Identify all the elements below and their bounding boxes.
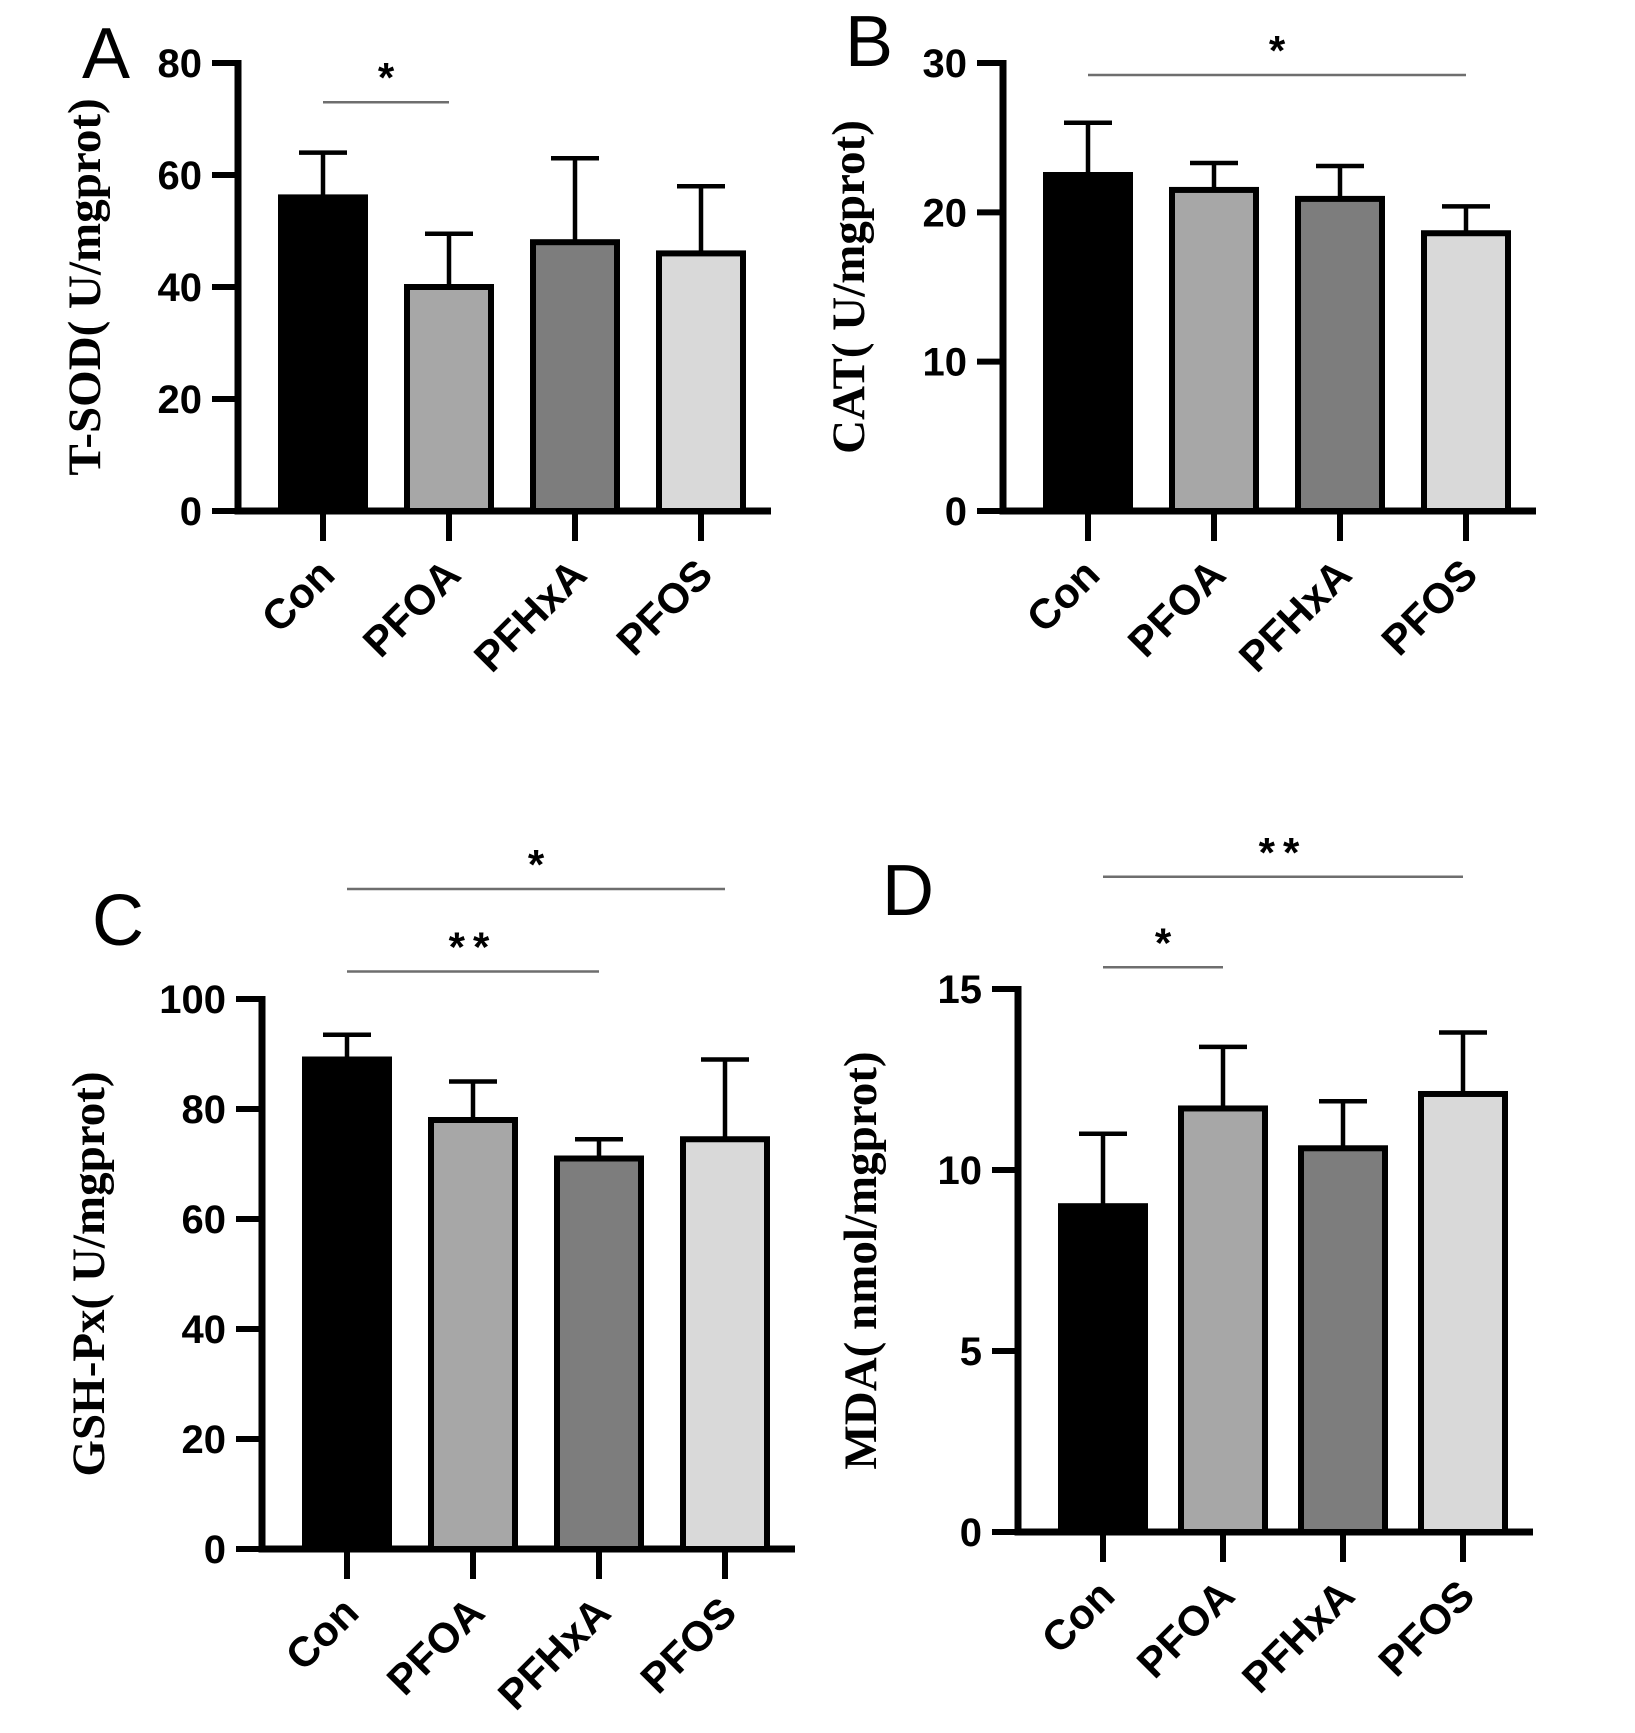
panel-letter: B xyxy=(845,2,893,82)
y-tick-label: 40 xyxy=(158,266,203,310)
significance-label: * xyxy=(378,54,395,101)
x-category-label-PFHxA: PFHxA xyxy=(489,1588,620,1719)
bar-PFOA xyxy=(428,1117,518,1552)
x-category-label-Con: Con xyxy=(1032,1571,1123,1662)
y-tick-label: 30 xyxy=(923,42,968,86)
significance-label: * xyxy=(1155,919,1172,966)
x-category-label-PFHxA: PFHxA xyxy=(1230,550,1361,681)
panel-C: C 0 20 40 60 80 100 GSH-Px( U/mgprot) Con PFOAPFH… xyxy=(63,841,795,1719)
bar-PFHxA xyxy=(554,1155,644,1552)
bar-PFHxA xyxy=(530,239,620,514)
bar-Con xyxy=(1058,1203,1148,1535)
x-category-label-PFOS: PFOS xyxy=(1369,1571,1483,1685)
x-category-label-PFOS: PFOS xyxy=(607,550,721,664)
y-tick-label: 0 xyxy=(945,490,967,534)
bar-PFOA xyxy=(404,284,494,514)
y-tick-label: 10 xyxy=(923,341,968,385)
x-category-label-PFHxA: PFHxA xyxy=(465,550,596,681)
y-tick-label: 0 xyxy=(960,1511,982,1555)
panel-letter: D xyxy=(882,851,934,931)
y-tick-label: 80 xyxy=(158,42,203,86)
x-category-label-PFOS: PFOS xyxy=(631,1588,745,1702)
bar-PFOS xyxy=(656,250,746,514)
y-tick-label: 60 xyxy=(182,1198,227,1242)
bar-PFOA xyxy=(1178,1105,1268,1535)
bar-Con xyxy=(302,1056,392,1552)
significance-label: ** xyxy=(1259,829,1308,876)
significance-label: * xyxy=(1269,27,1286,74)
bar-PFOA xyxy=(1169,186,1259,515)
y-tick-label: 20 xyxy=(182,1418,227,1462)
bar-PFHxA xyxy=(1295,195,1385,514)
x-category-label-PFOS: PFOS xyxy=(1372,550,1486,664)
x-category-label-PFOA: PFOA xyxy=(378,1588,494,1704)
y-axis-title: T-SOD( U/mgprot) xyxy=(59,98,111,475)
significance-label: ** xyxy=(449,924,498,971)
x-category-label-Con: Con xyxy=(276,1588,367,1679)
x-category-label-PFOA: PFOA xyxy=(1128,1571,1244,1687)
bar-Con xyxy=(278,194,368,514)
y-tick-label: 40 xyxy=(182,1308,227,1352)
y-tick-label: 100 xyxy=(159,978,226,1022)
bar-PFOS xyxy=(1418,1090,1508,1535)
x-category-label-PFHxA: PFHxA xyxy=(1233,1571,1364,1702)
y-axis-title: MDA( nmol/mgprot) xyxy=(835,1051,887,1469)
x-category-label-PFOA: PFOA xyxy=(1119,550,1235,666)
y-tick-label: 60 xyxy=(158,154,203,198)
bar-PFOS xyxy=(680,1136,770,1552)
x-category-label-Con: Con xyxy=(1017,550,1108,641)
x-category-label-Con: Con xyxy=(252,550,343,641)
bar-PFOS xyxy=(1421,230,1511,515)
panel-letter: C xyxy=(92,881,144,961)
y-tick-label: 0 xyxy=(204,1528,226,1572)
y-tick-label: 15 xyxy=(938,968,983,1012)
y-tick-label: 5 xyxy=(960,1330,982,1374)
y-axis-title: GSH-Px( U/mgprot) xyxy=(63,1071,115,1476)
panel-letter: A xyxy=(82,14,130,94)
y-tick-label: 10 xyxy=(938,1149,983,1193)
bar-Con xyxy=(1043,172,1133,514)
significance-label: * xyxy=(528,841,545,888)
y-axis-title: CAT( U/mgprot) xyxy=(823,120,875,454)
y-tick-label: 20 xyxy=(158,378,203,422)
x-category-label-PFOA: PFOA xyxy=(354,550,470,666)
bar-PFHxA xyxy=(1298,1145,1388,1536)
y-tick-label: 0 xyxy=(180,490,202,534)
y-tick-label: 20 xyxy=(923,191,968,235)
y-tick-label: 80 xyxy=(182,1088,227,1132)
